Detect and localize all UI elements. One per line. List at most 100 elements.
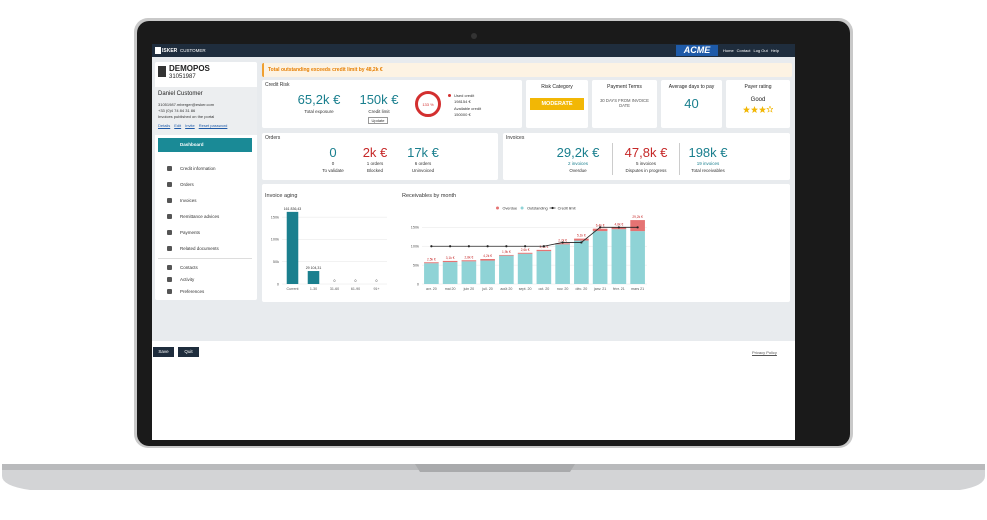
star <box>751 106 758 113</box>
legend-dot <box>448 94 451 97</box>
bar <box>286 211 299 284</box>
receivables-chart: Receivables by month 0 50k 100k 150k avr. 20 m… <box>402 193 647 291</box>
x-tick-label: oct. 20 <box>538 287 549 291</box>
y-tick-label: 50k <box>273 260 279 264</box>
line-point <box>561 241 564 244</box>
link[interactable]: Log Out <box>753 48 768 53</box>
value-label: 3,1k € <box>446 256 455 260</box>
legend-label: Credit limit <box>558 206 577 210</box>
risk-badge: MODERATE <box>530 98 584 110</box>
gauge <box>415 91 441 117</box>
link[interactable]: Contact <box>736 48 751 53</box>
menu-item[interactable]: Payments <box>180 230 201 235</box>
legend-swatch <box>496 206 499 210</box>
bar-segment <box>536 251 552 284</box>
bar-segment <box>499 255 514 284</box>
aging-chart: Invoice aging 0 50k 100k 150k Current 1-30 31-6… <box>265 193 387 291</box>
section: CUSTOMER <box>180 48 206 53</box>
menu-item[interactable]: Credit information <box>180 166 216 171</box>
bar-segment <box>592 228 608 232</box>
screen: ISKER CUSTOMER ACME Home Contact Log Out… <box>152 44 795 440</box>
kpi-count: 5 invoices <box>635 161 656 166</box>
used-value: 198154 € <box>454 99 471 104</box>
menu-active[interactable] <box>158 138 252 152</box>
bar-segment <box>536 249 552 252</box>
customer-id: 31051987 <box>169 74 196 80</box>
x-tick-label: janv. 21 <box>593 287 606 291</box>
y-tick-label: 150k <box>271 215 279 219</box>
chart-title: Invoice aging <box>265 193 297 199</box>
x-tick-label: 91+ <box>373 287 379 291</box>
bar-segment <box>442 262 458 284</box>
legend-label: Overdue <box>503 206 518 210</box>
line-point <box>542 245 545 248</box>
star <box>743 106 750 113</box>
camera <box>471 33 477 39</box>
menu-icon <box>167 214 172 219</box>
menu-item[interactable]: Dashboard <box>180 142 204 147</box>
bar-segment <box>630 220 645 232</box>
value-label: 2,5k € <box>427 257 436 261</box>
brand: ISKER <box>162 48 178 54</box>
brand-icon <box>155 47 161 54</box>
action-link[interactable]: Reset password <box>198 123 228 128</box>
alert: Total outstanding exceeds credit limit b… <box>262 63 792 77</box>
action-link[interactable]: Details <box>158 123 171 128</box>
x-tick-label: mars 21 <box>631 287 644 291</box>
bar-segment <box>499 254 514 256</box>
risk-card: Risk Category MODERATE <box>526 80 588 128</box>
menu-item[interactable]: Invoices <box>180 198 197 203</box>
kpi-label: Credit limit <box>368 109 390 114</box>
terms-card: Payment Terms 30 DAYS FROM INVOICE DATE <box>592 80 657 128</box>
kpi-label: Overdue <box>569 168 587 173</box>
menu-icon <box>167 230 172 235</box>
action-link[interactable]: Invite <box>185 123 195 128</box>
rating-card: Payer rating Good <box>726 80 790 128</box>
y-tick-label: 100k <box>411 245 419 249</box>
line-point <box>486 245 489 248</box>
menu-item[interactable]: Preferences <box>180 289 205 294</box>
bar-segment <box>424 262 439 264</box>
menu-icon <box>167 166 172 171</box>
card-title: Orders <box>265 135 281 141</box>
kpi-value: 29,2k € <box>556 145 600 160</box>
privacy-link[interactable]: Privacy Policy <box>752 350 777 355</box>
value-label: 2,7k € <box>558 238 567 242</box>
value-label: 0 <box>334 279 336 283</box>
bar-segment <box>574 240 589 284</box>
alert-text: Total outstanding exceeds credit limit b… <box>268 67 383 73</box>
x-tick-label: Current <box>287 287 299 291</box>
kpi-label: To validate <box>322 168 344 173</box>
link[interactable]: Home <box>723 48 734 53</box>
menu-item[interactable]: Related documents <box>180 246 219 251</box>
value-label: 29,2k € <box>632 215 643 219</box>
y-tick-label: 100k <box>271 238 279 242</box>
update-button[interactable]: Update <box>368 117 388 124</box>
kpi-count: 0 <box>331 161 335 166</box>
kpi-value: 150k € <box>359 92 399 107</box>
value-label: 29 104,31 <box>306 266 322 270</box>
card-title: Payment Terms <box>607 84 642 90</box>
x-tick-label: mai 20 <box>445 287 456 291</box>
menu-item[interactable]: Orders <box>180 182 194 187</box>
action-link[interactable]: Edit <box>174 123 182 128</box>
bar-segment <box>611 229 627 284</box>
menu-item[interactable]: Activity <box>180 277 195 282</box>
line-point <box>449 245 452 248</box>
save-button[interactable]: Save <box>153 347 174 357</box>
menu-item[interactable]: Contacts <box>180 265 198 270</box>
legend-label: Outstanding <box>527 206 547 210</box>
divider <box>679 143 680 175</box>
value-label: 4,8k € <box>615 222 624 226</box>
rating-value: Good <box>750 97 766 103</box>
card-title: Risk Category <box>541 84 573 90</box>
gauge-text: 133 % <box>422 102 434 107</box>
x-tick-label: juil. 20 <box>481 287 492 291</box>
link[interactable]: Help <box>770 48 779 53</box>
line-point <box>505 245 508 248</box>
value-label: 2,6k € <box>521 248 530 252</box>
value-label: 5,1k € <box>577 234 586 238</box>
quit-button[interactable]: Quit <box>178 347 199 357</box>
kpi-label: Uninvoiced <box>411 168 435 173</box>
menu-item[interactable]: Remittance advices <box>180 214 220 219</box>
